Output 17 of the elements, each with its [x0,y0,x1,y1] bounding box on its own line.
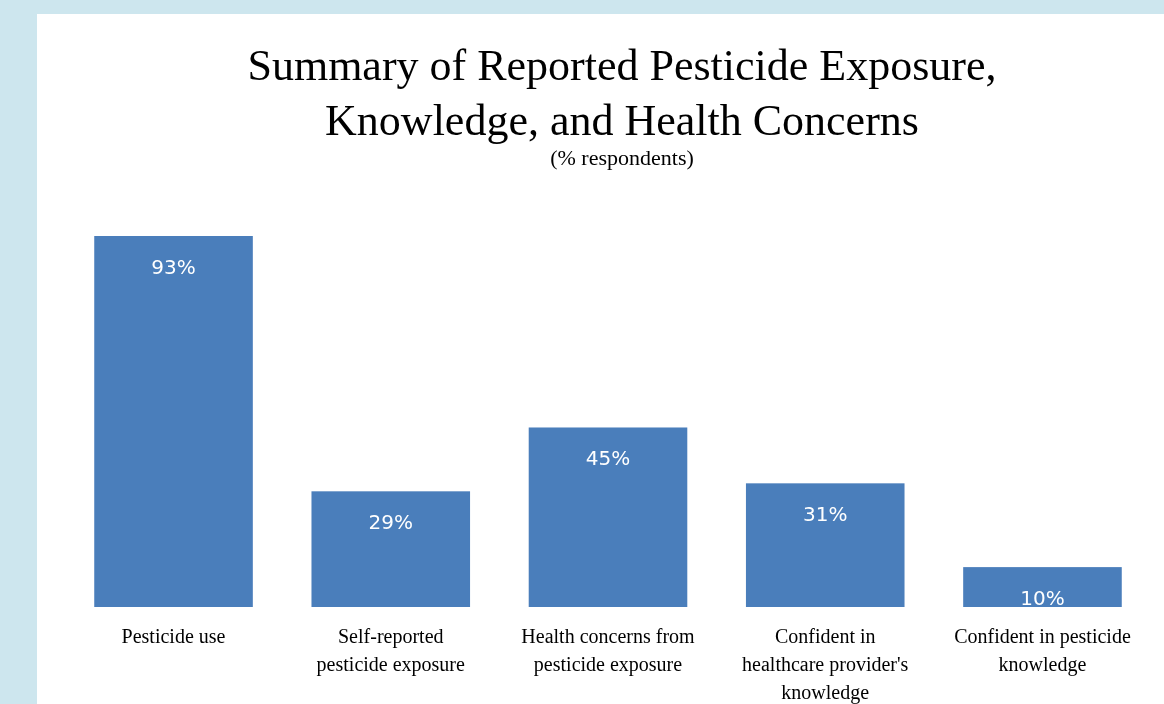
chart-subtitle: (% respondents) [550,145,694,170]
data-label: 10% [1020,586,1065,611]
data-label: 93% [151,255,196,279]
x-tick-label: Health concerns from pesticide exposure [521,625,696,676]
x-tick-label: Confident in pesticide knowledge [954,625,1131,676]
bar [745,483,905,607]
data-label: 45% [585,446,631,471]
x-tick-label: Confident in healthcare provider's knowledge [742,625,909,704]
chart-title: Summary of Reported Pesticide Exposure, Knowledge, and Health Concerns [247,41,997,145]
bar [528,427,688,607]
x-tick-label: Self-reported pesticide exposure [316,625,466,676]
bar [94,236,253,607]
data-label: 31% [803,502,848,527]
data-label: 29% [368,510,413,535]
x-tick-label: Pesticide use [121,625,226,647]
bar [963,567,1122,607]
bar [311,491,471,607]
